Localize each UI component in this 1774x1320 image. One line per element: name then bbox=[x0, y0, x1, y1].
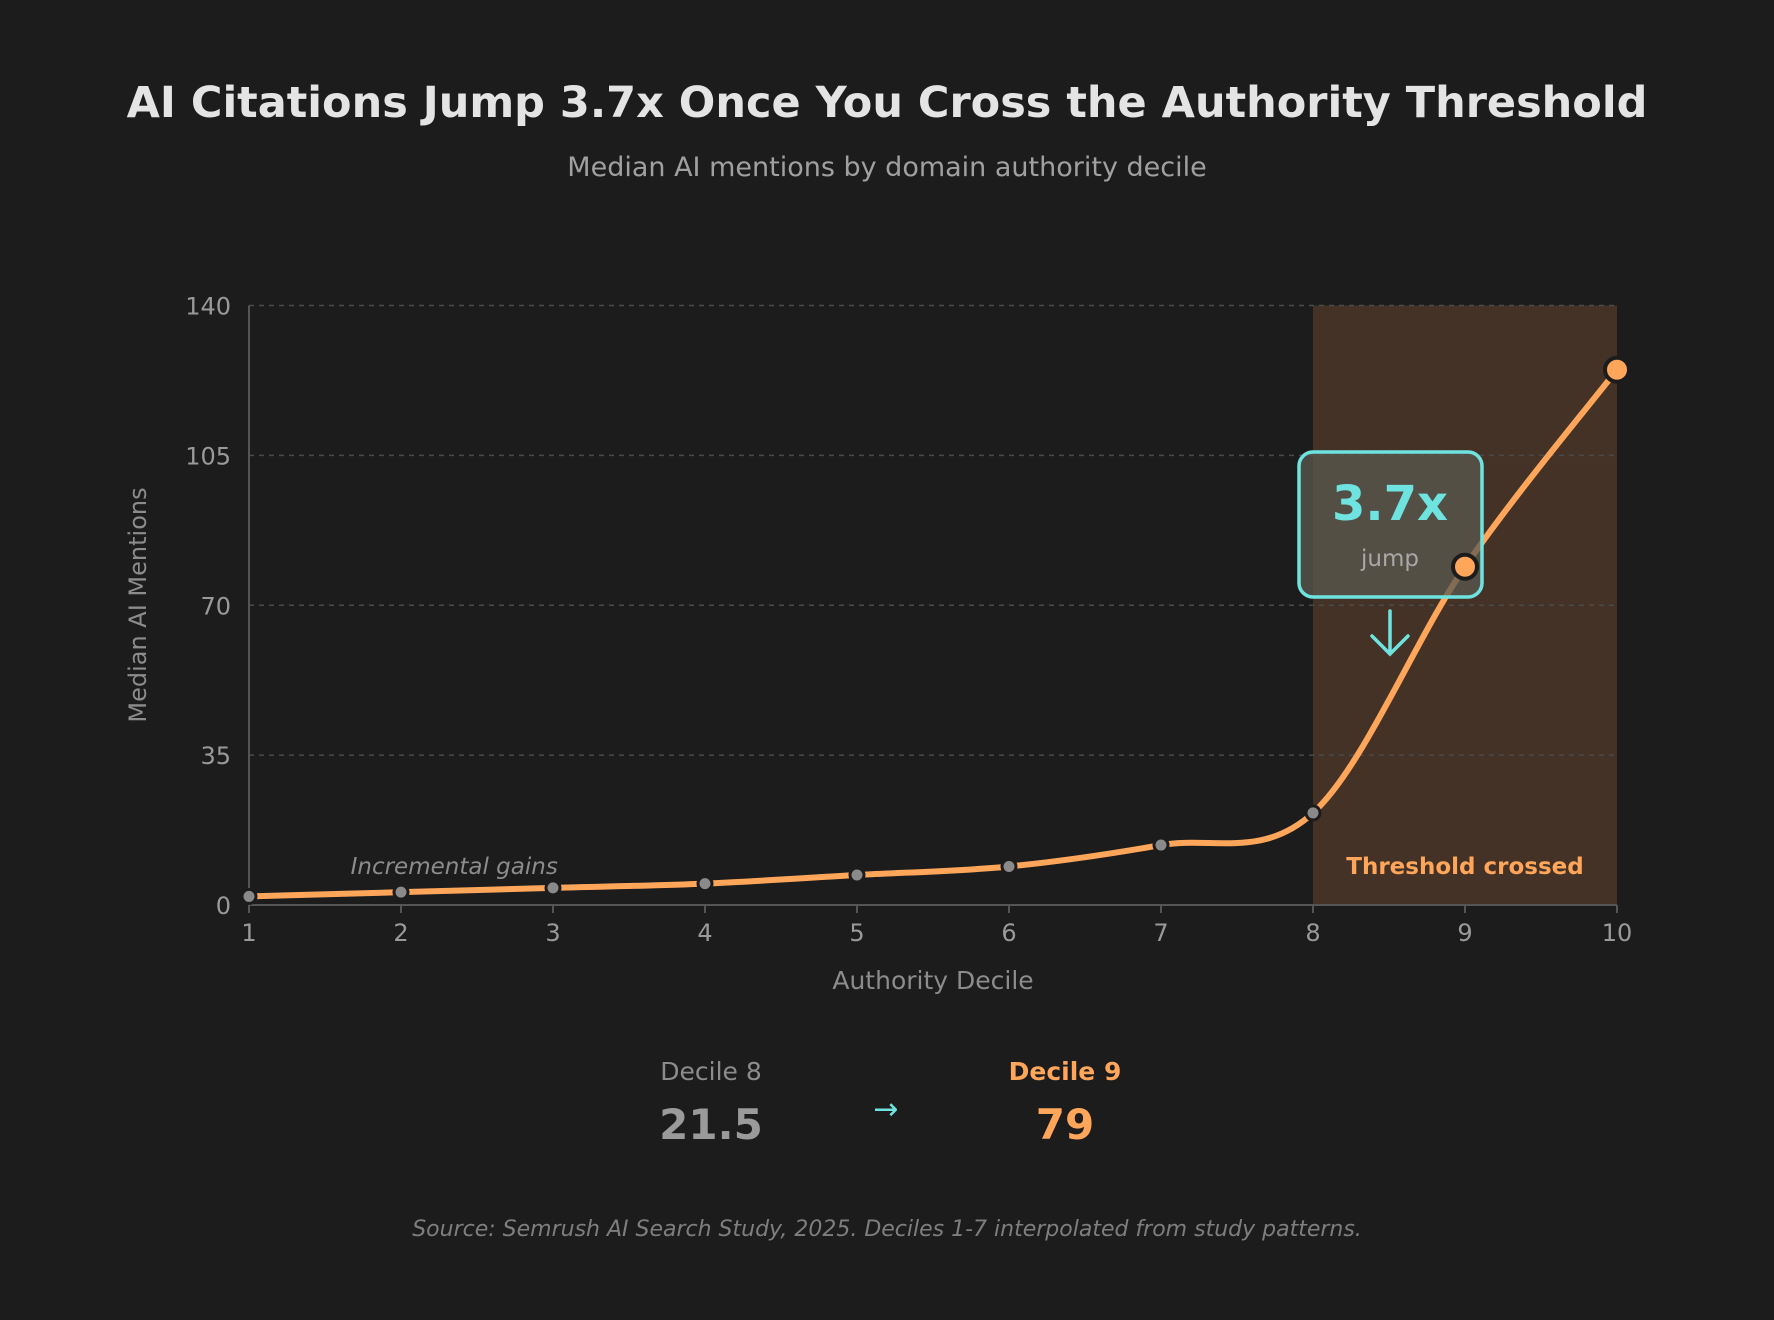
y-axis-label: Median AI Mentions bbox=[124, 487, 152, 723]
incremental-gains-label: Incremental gains bbox=[351, 854, 558, 880]
data-point bbox=[1451, 552, 1479, 581]
data-point bbox=[240, 887, 258, 905]
jump-callout-value: 3.7x bbox=[1332, 476, 1448, 532]
summary-to-label: Decile 9 bbox=[1008, 1057, 1122, 1086]
x-tick-label: 8 bbox=[1305, 919, 1320, 947]
x-tick-label: 4 bbox=[697, 919, 712, 947]
arrow-right-icon: → bbox=[873, 1092, 899, 1127]
data-point bbox=[392, 883, 410, 901]
data-point bbox=[696, 875, 714, 893]
series-line bbox=[246, 366, 1620, 900]
y-tick-label: 0 bbox=[216, 892, 231, 920]
jump-callout-caption: jump bbox=[1360, 546, 1419, 572]
source-note: Source: Semrush AI Search Study, 2025. D… bbox=[412, 1217, 1362, 1242]
data-point bbox=[1603, 355, 1631, 384]
x-tick-label: 10 bbox=[1602, 919, 1633, 947]
data-point bbox=[848, 866, 866, 884]
jump-callout-box bbox=[1297, 450, 1484, 599]
summary-from-value: 21.5 bbox=[659, 1100, 763, 1149]
x-tick-label: 7 bbox=[1153, 919, 1168, 947]
data-point bbox=[1152, 836, 1170, 854]
y-tick-label: 105 bbox=[185, 442, 231, 470]
x-tick-label: 2 bbox=[393, 919, 408, 947]
chart-subtitle: Median AI mentions by domain authority d… bbox=[567, 152, 1207, 183]
y-tick-label: 70 bbox=[200, 592, 231, 620]
x-axis-label: Authority Decile bbox=[832, 966, 1034, 995]
x-tick-label: 6 bbox=[1001, 919, 1016, 947]
summary-from-label: Decile 8 bbox=[660, 1057, 762, 1086]
y-tick-label: 140 bbox=[185, 293, 231, 321]
summary-to-value: 79 bbox=[1035, 1100, 1095, 1149]
chart-title: AI Citations Jump 3.7x Once You Cross th… bbox=[126, 78, 1648, 128]
data-point bbox=[544, 879, 562, 897]
x-tick-label: 3 bbox=[545, 919, 560, 947]
data-point bbox=[1000, 857, 1018, 875]
x-tick-label: 9 bbox=[1457, 919, 1472, 947]
data-point bbox=[1304, 804, 1322, 822]
x-tick-label: 5 bbox=[849, 919, 864, 947]
y-tick-label: 35 bbox=[200, 742, 231, 770]
arrow-down-icon bbox=[1370, 609, 1410, 657]
x-tick-label: 1 bbox=[241, 919, 256, 947]
threshold-label: Threshold crossed bbox=[1346, 854, 1583, 880]
